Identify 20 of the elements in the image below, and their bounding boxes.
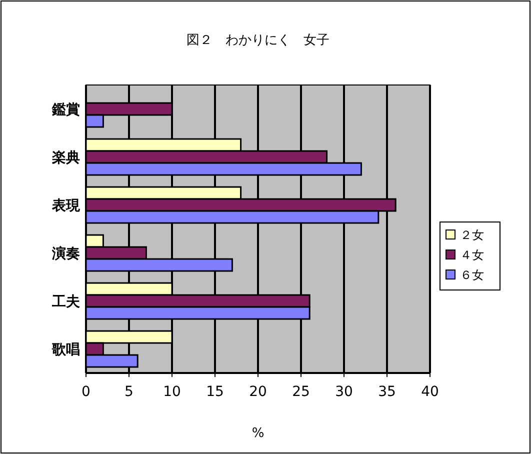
x-axis-title: %: [252, 426, 264, 441]
y-tick-label: 工夫: [51, 294, 81, 310]
x-tick-label: 15: [206, 384, 224, 400]
x-tick-label: 35: [378, 384, 396, 400]
y-tick-label: 楽典: [51, 150, 80, 166]
y-tick-label: 鑑賞: [51, 102, 80, 118]
x-tick-label: 20: [249, 384, 267, 400]
x-tick-label: 30: [335, 384, 353, 400]
x-tick-label: 25: [292, 384, 310, 400]
legend-label: ６女: [460, 268, 484, 282]
x-tick-label: 40: [421, 384, 439, 400]
y-tick-label: 歌唱: [51, 342, 80, 358]
legend-label: ４女: [460, 248, 484, 262]
x-tick-label: 0: [82, 384, 90, 400]
y-tick-label: 演奏: [51, 245, 80, 262]
y-tick-label: 表現: [51, 198, 81, 214]
x-tick-label: 5: [124, 384, 134, 400]
legend-label: ２女: [460, 228, 484, 242]
chart-title: 図２ わかりにく 女子: [186, 33, 330, 48]
x-tick-label: 10: [163, 384, 181, 400]
